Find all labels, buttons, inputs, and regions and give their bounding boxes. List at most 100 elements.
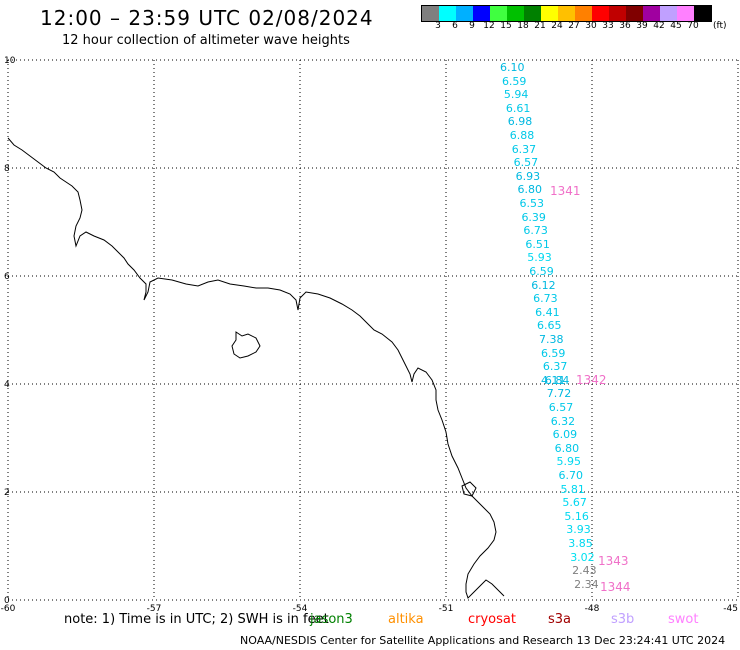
footer-credit: NOAA/NESDIS Center for Satellite Applica… (240, 634, 726, 647)
wave-height-value: 3.93 (566, 523, 591, 537)
satellite-legend-item: jason3 (310, 612, 353, 627)
colorbar-swatch (507, 6, 524, 21)
y-tick-label: 6 (4, 272, 10, 282)
wave-height-value: 7.72 (546, 387, 572, 401)
wave-height-value: 6.61 (505, 101, 531, 115)
colorbar-swatch (456, 6, 473, 21)
colorbar-tick-label: 6 (452, 21, 458, 31)
coastline (7, 137, 505, 599)
wave-height-value: 5.94 (503, 88, 529, 102)
colorbar-swatch (626, 6, 643, 21)
colorbar-tick-label: 9 (469, 21, 475, 31)
colorbar-swatch (558, 6, 575, 21)
pass-number-label: 1341 (550, 184, 581, 198)
colorbar-swatch (592, 6, 609, 21)
wave-height-value: 6.32 (550, 414, 576, 428)
wave-height-value: 6.59 (540, 346, 566, 360)
wave-height-value: 6.09 (552, 428, 578, 442)
colorbar-tick-label: 18 (517, 21, 529, 31)
x-axis-labels: -60 -57 -54 -51 -48 -45 (1, 604, 738, 614)
wave-height-value: 5.95 (556, 455, 582, 469)
colorbar-tick-label: 12 (483, 21, 495, 31)
colorbar-tick-label: 70 (687, 21, 699, 31)
x-tick-label: -60 (1, 604, 16, 614)
island (231, 331, 261, 359)
wave-height-value: 6.41 (535, 305, 560, 319)
y-tick-label: 4 (4, 380, 10, 390)
colorbar-swatch (439, 6, 456, 21)
map-grid (7, 59, 739, 601)
wave-height-value: 6.51 (525, 237, 550, 251)
wave-height-value: 5.16 (564, 509, 589, 523)
wave-height-value: 6.57 (513, 156, 539, 170)
colorbar-swatch (694, 6, 711, 21)
colorbar-swatch (575, 6, 592, 21)
x-tick-label: -45 (723, 604, 738, 614)
wave-height-value: 2.34 (574, 577, 599, 591)
wave-height-value: 6.73 (533, 292, 558, 306)
wave-height-value: 3.85 (568, 537, 593, 550)
wave-height-value: 6.37 (542, 360, 568, 374)
wave-height-value: 7.38 (539, 333, 564, 346)
y-tick-label: 10 (4, 56, 16, 66)
wave-height-colorbar (421, 5, 712, 22)
x-tick-label: -48 (585, 604, 600, 614)
satellite-legend-item: altika (388, 612, 424, 627)
page-title: 12:00 – 23:59 UTC 02/08/2024 (40, 6, 374, 30)
colorbar-swatch (524, 6, 541, 21)
satellite-legend-item: swot (668, 612, 699, 627)
wave-height-value: 6.37 (511, 142, 537, 156)
wave-height-value: 5.81 (560, 482, 585, 496)
colorbar-tick-label: 30 (585, 21, 597, 31)
colorbar-swatch (541, 6, 558, 21)
colorbar-unit: (ft) (713, 21, 727, 31)
y-tick-label: 0 (4, 596, 10, 606)
wave-height-value: 6.57 (548, 401, 574, 414)
x-tick-label: -57 (147, 604, 162, 614)
colorbar-tick-label: 15 (500, 21, 512, 31)
note-text: note: 1) Time is in UTC; 2) SWH is in fe… (64, 612, 329, 627)
colorbar-swatch (422, 6, 439, 21)
wave-height-value: 4.11 (541, 374, 566, 387)
wave-height-value: 6.59 (529, 265, 554, 278)
wave-height-value: 6.93 (515, 169, 541, 183)
colorbar-tick-label: 27 (568, 21, 580, 31)
colorbar-tick-label: 39 (636, 21, 648, 31)
colorbar-swatch (609, 6, 626, 21)
x-tick-label: -54 (293, 604, 308, 614)
colorbar-swatch (643, 6, 660, 21)
wave-height-value: 2.43 (572, 564, 597, 578)
colorbar-tick-label: 21 (534, 21, 546, 31)
pass-number-label: 1343 (598, 554, 629, 568)
satellite-legend-item: s3b (611, 612, 635, 627)
wave-height-value: 6.88 (509, 129, 535, 142)
legend-note: note: 1) Time is in UTC; 2) SWH is in fe… (64, 612, 329, 627)
wave-height-value: 6.84 (544, 373, 570, 387)
colorbar-tick-label: 24 (551, 21, 563, 31)
wave-height-value: 6.53 (519, 197, 545, 210)
wave-height-value: 6.12 (531, 278, 556, 292)
island-small (461, 481, 477, 497)
colorbar-tick-label: 33 (602, 21, 614, 31)
wave-height-value: 6.98 (507, 115, 533, 129)
satellite-legend-item: s3a (548, 612, 572, 627)
wave-height-value: 3.02 (570, 550, 595, 564)
x-tick-label: -51 (439, 604, 454, 614)
wave-height-value: 6.70 (558, 469, 584, 482)
wave-height-value: 6.80 (554, 441, 580, 455)
colorbar-tick-label: 42 (653, 21, 665, 31)
colorbar-swatch (473, 6, 490, 21)
colorbar-tick-label: 36 (619, 21, 631, 31)
pass-number-label: 1342 (576, 373, 607, 387)
colorbar-swatch (677, 6, 694, 21)
colorbar-tick-label: 3 (435, 21, 441, 31)
wave-height-value: 5.93 (527, 251, 552, 265)
colorbar-swatch (490, 6, 507, 21)
wave-height-value: 6.59 (501, 74, 527, 88)
wave-height-value: 6.80 (517, 183, 543, 197)
colorbar-swatch (660, 6, 677, 21)
satellite-legend-item: cryosat (468, 612, 516, 627)
wave-height-value: 6.39 (521, 210, 546, 224)
